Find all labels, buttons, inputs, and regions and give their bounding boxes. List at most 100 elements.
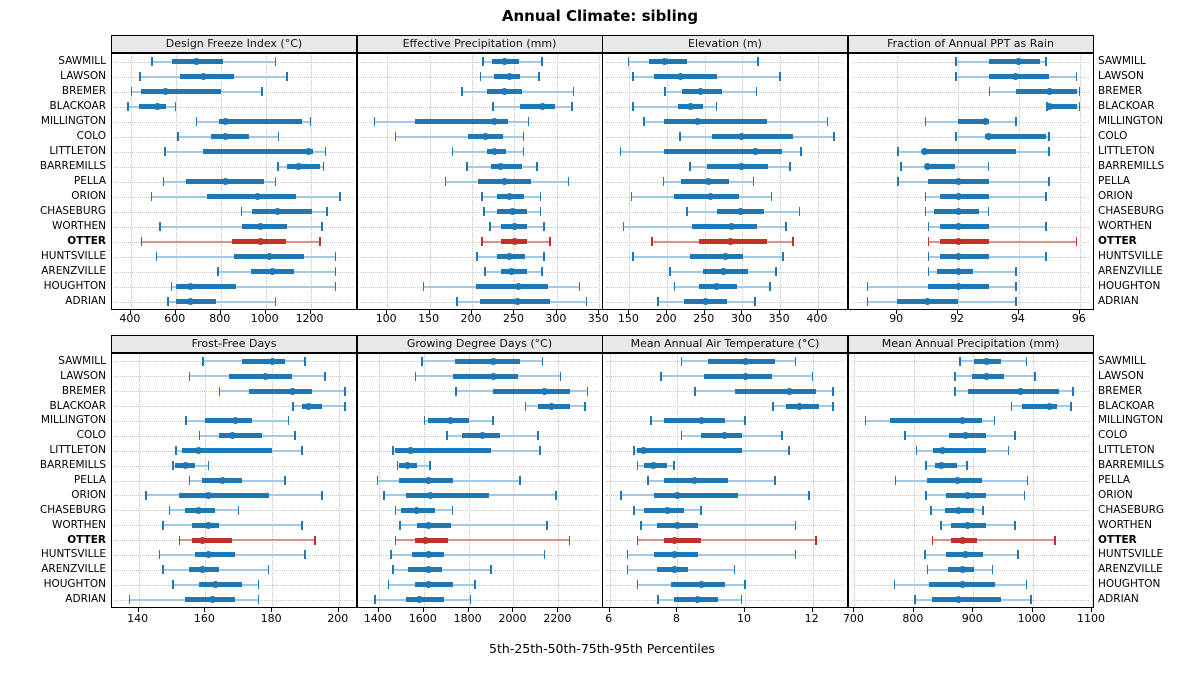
whisker-cap-low bbox=[483, 207, 485, 216]
whisker-cap-low bbox=[630, 192, 633, 201]
whisker-cap-low bbox=[170, 282, 173, 291]
whisker-cap-high bbox=[261, 87, 263, 96]
whisker-cap-low bbox=[162, 565, 164, 575]
median-dot bbox=[963, 521, 971, 529]
axis-tick-mark bbox=[608, 608, 610, 612]
median-dot bbox=[490, 148, 498, 155]
whisker-cap-low bbox=[394, 132, 397, 141]
interquartile-bar bbox=[139, 104, 166, 109]
interquartile-bar bbox=[242, 224, 288, 229]
median-dot bbox=[288, 387, 296, 395]
whisker-cap-high bbox=[1014, 282, 1017, 291]
interquartile-bar bbox=[490, 164, 523, 169]
station-label-left: MILLINGTON bbox=[40, 414, 106, 427]
station-label-right: SAWMILL bbox=[1098, 354, 1146, 367]
whisker-line bbox=[178, 539, 316, 542]
whisker-cap-high bbox=[319, 237, 322, 246]
axis-tick-label: 1400 bbox=[363, 612, 392, 625]
interquartile-bar bbox=[182, 448, 273, 454]
whisker-cap-low bbox=[292, 401, 294, 411]
interquartile-bar bbox=[664, 149, 782, 154]
median-dot bbox=[295, 163, 303, 170]
median-dot bbox=[738, 163, 746, 170]
interquartile-bar bbox=[663, 537, 702, 543]
panel-header: Growing Degree Days (°C) bbox=[356, 335, 603, 353]
station-label-right: ADRIAN bbox=[1098, 593, 1139, 606]
whisker-cap-low bbox=[446, 431, 448, 441]
median-dot bbox=[728, 223, 736, 230]
median-dot bbox=[415, 596, 423, 604]
station-label-right: COLO bbox=[1098, 130, 1128, 142]
whisker-cap-high bbox=[781, 431, 783, 441]
station-label-right: BARREMILLS bbox=[1098, 160, 1165, 172]
median-dot bbox=[305, 402, 313, 410]
whisker-cap-low bbox=[455, 297, 458, 306]
whisker-cap-low bbox=[451, 147, 454, 156]
whisker-cap-high bbox=[207, 461, 210, 471]
median-dot bbox=[426, 491, 434, 499]
axis-tick-mark bbox=[309, 310, 311, 314]
whisker-cap-low bbox=[172, 461, 174, 471]
station-label-right: LITTLETON bbox=[1098, 444, 1155, 457]
median-dot bbox=[795, 402, 803, 410]
axis-tick-mark bbox=[174, 310, 176, 314]
whisker-cap-high bbox=[769, 282, 771, 291]
whisker-cap-high bbox=[543, 222, 545, 231]
axis-tick-label: 200 bbox=[460, 312, 482, 325]
axis-tick-label: 140 bbox=[127, 612, 149, 625]
interquartile-bar bbox=[207, 194, 296, 199]
interquartile-bar bbox=[939, 194, 989, 199]
interquartile-bar bbox=[988, 59, 1041, 64]
median-dot bbox=[187, 283, 195, 290]
whisker-cap-high bbox=[527, 117, 530, 126]
whisker-cap-high bbox=[546, 520, 548, 530]
interquartile-bar bbox=[933, 448, 987, 454]
axis-tick-label: 200 bbox=[655, 312, 677, 325]
station-label-left: BREMER bbox=[61, 384, 106, 397]
whisker-cap-high bbox=[257, 595, 260, 605]
whisker-line bbox=[627, 60, 759, 63]
whisker-cap-low bbox=[640, 520, 642, 530]
median-dot bbox=[954, 208, 962, 215]
interquartile-bar bbox=[175, 284, 236, 289]
axis-tick-mark bbox=[703, 310, 705, 314]
station-label-left: PELLA bbox=[73, 474, 106, 486]
row-gridline bbox=[851, 106, 1089, 108]
axis-tick-label: 6 bbox=[605, 612, 613, 625]
whisker-cap-high bbox=[474, 580, 476, 590]
whisker-line bbox=[167, 300, 276, 303]
row-gridline bbox=[115, 166, 353, 168]
axis-tick-label: 1800 bbox=[453, 612, 482, 625]
whisker-cap-high bbox=[1007, 446, 1010, 456]
whisker-cap-low bbox=[925, 461, 927, 471]
station-label-left: SAWMILL bbox=[58, 354, 106, 367]
axis-tick-mark bbox=[428, 310, 430, 314]
whisker-cap-high bbox=[539, 192, 542, 201]
whisker-cap-high bbox=[833, 132, 836, 141]
whisker-cap-low bbox=[178, 535, 181, 545]
whisker-line bbox=[931, 539, 1056, 542]
median-dot bbox=[424, 551, 432, 559]
interquartile-bar bbox=[968, 388, 1059, 394]
station-label-right: LAWSON bbox=[1098, 70, 1144, 82]
panel-body bbox=[111, 353, 357, 608]
whisker-line bbox=[390, 553, 545, 556]
whisker-cap-high bbox=[987, 207, 990, 216]
interquartile-bar bbox=[935, 463, 958, 469]
axis-tick-label: 1000 bbox=[250, 312, 279, 325]
median-dot bbox=[489, 372, 497, 380]
interquartile-bar bbox=[654, 74, 717, 79]
axis-tick-label: 1100 bbox=[1077, 612, 1105, 625]
gridline-vertical bbox=[1092, 354, 1093, 607]
whisker-cap-low bbox=[159, 222, 161, 231]
whisker-cap-high bbox=[1017, 550, 1019, 560]
axis-tick-label: 8 bbox=[672, 612, 680, 625]
interquartile-bar bbox=[939, 239, 989, 244]
panel-header: Design Freeze Index (°C) bbox=[111, 35, 357, 53]
median-dot bbox=[268, 357, 276, 365]
axis-tick-label: 350 bbox=[587, 312, 609, 325]
whisker-cap-high bbox=[334, 252, 337, 261]
station-label-left: ORION bbox=[71, 190, 106, 202]
interquartile-bar bbox=[704, 373, 773, 379]
whisker-cap-low bbox=[664, 87, 666, 96]
